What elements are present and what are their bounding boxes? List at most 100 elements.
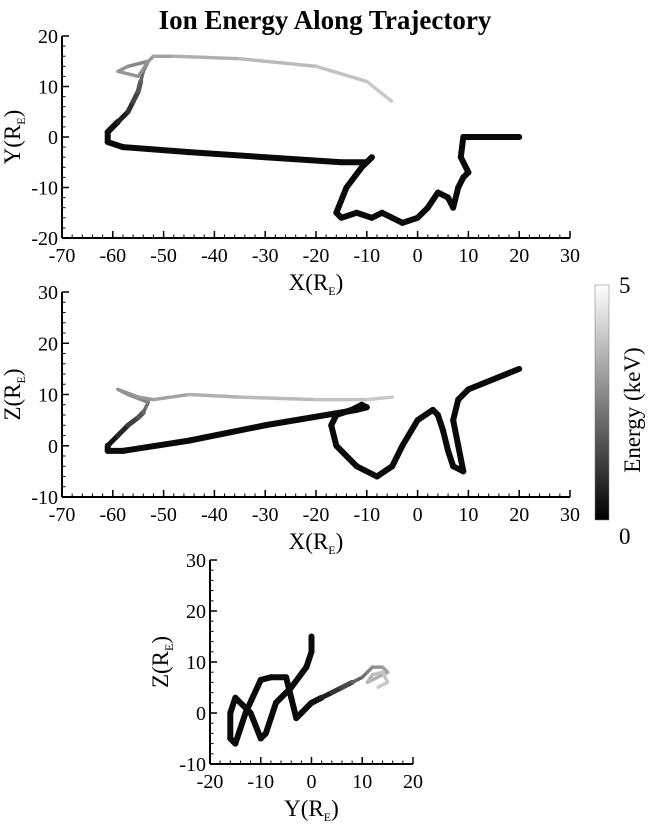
- trajectory-series: [116, 387, 394, 404]
- colorbar-title: Energy (keV): [620, 347, 645, 472]
- trajectory-segment: [424, 189, 441, 211]
- trajectory-segment: [399, 417, 421, 449]
- trajectory-segment: [126, 59, 151, 69]
- trajectory-segment: [136, 395, 156, 402]
- x-tick-label: -10: [353, 245, 380, 267]
- x-tick-label: -60: [99, 245, 126, 267]
- x-tick-label: 0: [413, 504, 423, 526]
- x-tick-label: -50: [150, 245, 177, 267]
- y-tick-label: 30: [186, 550, 206, 572]
- x-tick-label: 10: [458, 504, 478, 526]
- trajectory-series: [365, 665, 390, 690]
- trajectory-segment: [186, 149, 269, 161]
- figure-title: Ion Energy Along Trajectory: [159, 5, 492, 35]
- y-axis-label: Y(RE): [0, 110, 28, 165]
- y-tick-label: 10: [38, 385, 58, 407]
- x-tick-label: 30: [560, 245, 580, 267]
- x-tick-label: -10: [247, 771, 274, 793]
- y-axis-label: Z(RE): [0, 368, 28, 420]
- trajectory-segment: [440, 427, 452, 454]
- trajectory-segment: [333, 184, 350, 216]
- trajectory-segment: [365, 79, 394, 104]
- y-tick-label: -20: [31, 228, 58, 250]
- trajectory-segment: [116, 387, 140, 399]
- trajectory-segment: [314, 64, 369, 84]
- x-tick-label: 0: [307, 771, 317, 793]
- y-tick-label: -10: [31, 487, 58, 509]
- trajectory-segment: [375, 680, 390, 690]
- x-tick-label: -20: [303, 245, 330, 267]
- trajectory-segment: [116, 69, 140, 79]
- x-axis-label: X(RE): [289, 270, 344, 298]
- trajectory-segment: [328, 422, 340, 449]
- x-tick-label: -70: [49, 504, 76, 526]
- trajectory-segment: [450, 417, 462, 449]
- y-tick-label: 0: [48, 127, 58, 149]
- trajectory-segment: [288, 664, 310, 691]
- trajectory-series: [104, 59, 523, 226]
- y-tick-label: 20: [38, 26, 58, 48]
- trajectory-segment: [242, 676, 264, 716]
- trajectory-series: [104, 365, 523, 480]
- x-tick-label: -30: [252, 245, 279, 267]
- y-tick-label: 20: [38, 333, 58, 355]
- x-tick-label: 30: [560, 504, 580, 526]
- trajectory-segment: [119, 437, 192, 454]
- trajectory-segment: [333, 442, 360, 470]
- trajectory-series: [227, 633, 370, 747]
- trajectory-segment: [238, 56, 318, 69]
- trajectory-segment: [232, 710, 249, 747]
- trajectory-segment: [119, 144, 192, 156]
- trajectory-segment: [186, 422, 269, 444]
- x-tick-label: 20: [509, 245, 529, 267]
- trajectory-segment: [187, 392, 242, 399]
- y-tick-label: 20: [186, 601, 206, 623]
- trajectory-segment: [389, 442, 406, 470]
- x-tick-label: -10: [353, 504, 380, 526]
- x-tick-label: 0: [413, 245, 423, 267]
- y-tick-label: 0: [48, 436, 58, 458]
- y-tick-label: 10: [186, 652, 206, 674]
- trajectory-segment: [343, 164, 365, 191]
- trajectory-segment: [339, 679, 355, 690]
- trajectory-segment: [455, 442, 467, 475]
- x-tick-label: 10: [352, 771, 372, 793]
- y-tick-label: 10: [38, 77, 58, 99]
- trajectory-segment: [151, 392, 191, 402]
- trajectory-segment: [172, 54, 242, 61]
- trajectory-segment: [238, 395, 318, 402]
- x-axis-label: Y(RE): [284, 796, 339, 824]
- colorbar-max-label: 5: [619, 273, 631, 298]
- xz-panel: -70 -60 -50 -40 -30 -20 -10 0 10 20 30 -10 0 10 20 30 X(…: [0, 282, 580, 557]
- x-tick-label: -50: [150, 504, 177, 526]
- xy-panel: -70 -60 -50 -40 -30 -20 -10 0 10 20 30 -20 -10 0 10 20 X…: [0, 26, 580, 298]
- x-tick-label: -30: [252, 504, 279, 526]
- x-tick-label: -60: [99, 504, 126, 526]
- x-tick-label: -40: [201, 504, 228, 526]
- trajectory-segment: [136, 59, 151, 79]
- colorbar-scale: [594, 284, 610, 521]
- y-tick-label: -10: [31, 178, 58, 200]
- x-tick-label: -70: [49, 245, 76, 267]
- trajectory-segment: [247, 710, 264, 742]
- trajectory-segment: [465, 365, 523, 393]
- colorbar: 5 0 Energy (keV): [594, 273, 645, 549]
- x-tick-label: 10: [458, 245, 478, 267]
- y-tick-label: 30: [38, 282, 58, 304]
- trajectory-segment: [380, 670, 390, 685]
- x-tick-label: 20: [403, 771, 423, 793]
- trajectory-series: [116, 54, 394, 104]
- trajectory-segment: [353, 463, 380, 480]
- trajectory-segment: [262, 406, 360, 429]
- x-tick-label: 20: [509, 504, 529, 526]
- trajectory-segment: [283, 674, 295, 701]
- colorbar-min-label: 0: [619, 524, 631, 549]
- trajectory-segment: [262, 154, 345, 166]
- x-tick-label: -20: [303, 504, 330, 526]
- trajectory-segment: [373, 463, 396, 480]
- trajectory-segment: [414, 406, 436, 424]
- trajectory-segment: [450, 396, 462, 424]
- x-axis-label: X(RE): [289, 529, 344, 557]
